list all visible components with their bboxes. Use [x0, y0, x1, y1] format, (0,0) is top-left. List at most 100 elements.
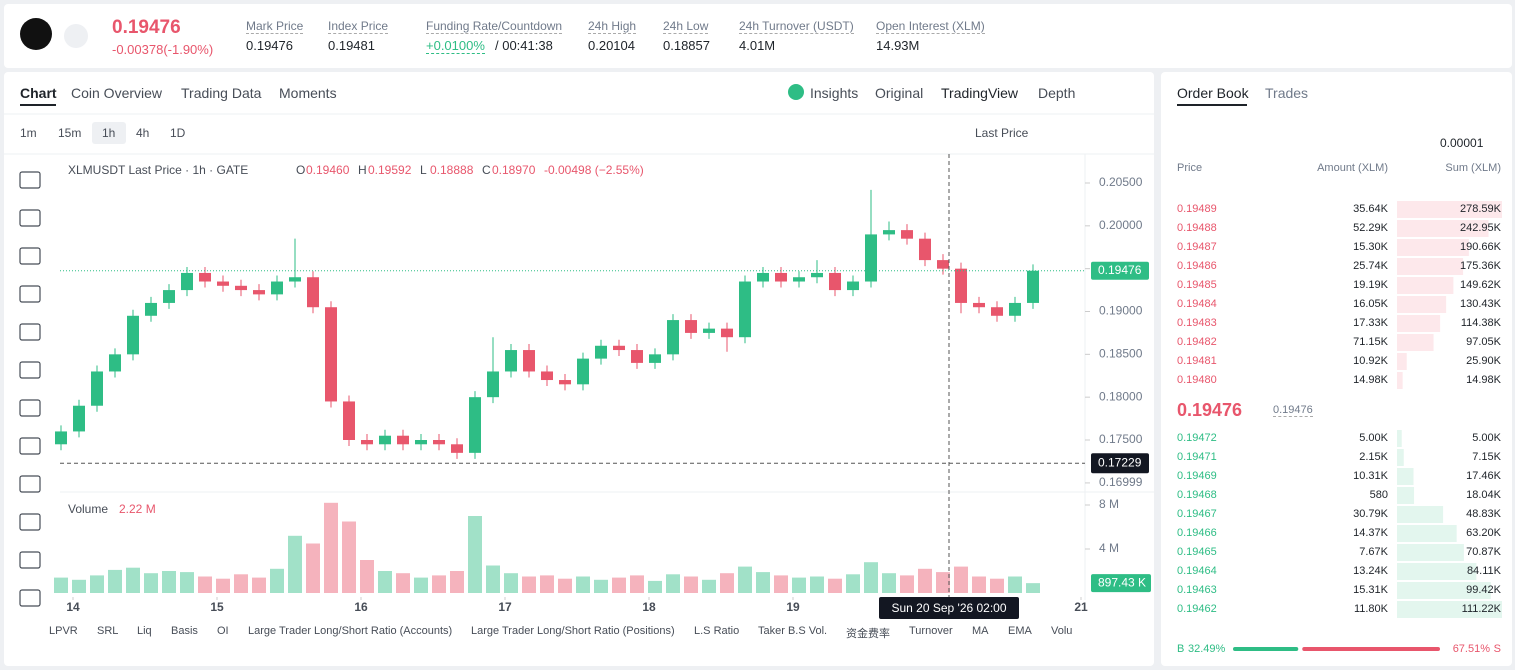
volume-bar: [882, 573, 896, 593]
candle-body: [523, 350, 535, 372]
ob-sum: 70.87K: [1466, 546, 1501, 558]
buy-bar: [1233, 647, 1299, 651]
indicator[interactable]: Taker B.S Vol.: [758, 625, 828, 637]
candle-body: [883, 230, 895, 235]
ohlc-value: -0.00498 (−2.55%): [544, 163, 644, 177]
candle-body: [721, 328, 733, 338]
volume-bar: [756, 572, 770, 593]
candle-body: [109, 354, 121, 372]
indicator[interactable]: EMA: [1008, 625, 1032, 637]
volume-bar: [90, 575, 104, 593]
ob-tab[interactable]: Trades: [1265, 85, 1309, 101]
volume-bar: [234, 574, 248, 593]
volume-bar: [126, 567, 140, 593]
volume-bar: [306, 543, 320, 593]
coin-icon: [20, 18, 52, 50]
view-tab[interactable]: Depth: [1038, 85, 1076, 101]
ob-price: 0.19481: [1177, 355, 1217, 367]
stat-label: 24h Low: [663, 19, 709, 34]
indicator[interactable]: MA: [972, 625, 989, 637]
indicator[interactable]: L.S Ratio: [694, 625, 740, 637]
ohlc-key: O: [296, 163, 305, 177]
indicator[interactable]: LPVR: [49, 625, 78, 637]
chart-tab[interactable]: Coin Overview: [71, 85, 163, 101]
ob-amount: 5.00K: [1359, 432, 1388, 444]
candle-body: [775, 272, 787, 282]
volume-bar: [414, 577, 428, 593]
indicator[interactable]: Liq: [137, 625, 152, 637]
candle-body: [487, 371, 499, 398]
volume-bar: [486, 565, 500, 593]
chart-tab[interactable]: Trading Data: [181, 85, 262, 101]
precision[interactable]: 0.00001: [1440, 136, 1484, 150]
view-tab[interactable]: Insights: [810, 85, 859, 101]
indicator[interactable]: Large Trader Long/Short Ratio (Positions…: [471, 625, 675, 637]
ob-sum: 130.43K: [1460, 298, 1501, 310]
interval[interactable]: 15m: [58, 126, 82, 140]
indicator[interactable]: Turnover: [909, 625, 953, 637]
ob-sum: 111.22K: [1461, 603, 1501, 615]
depth-bar: [1397, 353, 1407, 370]
candle-body: [811, 272, 823, 278]
ob-tab[interactable]: Order Book: [1177, 85, 1249, 101]
volume-bar: [72, 579, 86, 593]
volume-bar: [180, 572, 194, 593]
interval[interactable]: 1h: [102, 126, 116, 140]
indicator[interactable]: Large Trader Long/Short Ratio (Accounts): [248, 625, 453, 637]
volume-bar: [720, 573, 734, 593]
candle-body: [901, 230, 913, 239]
candle-body: [253, 290, 265, 295]
tool-icon: [19, 551, 41, 569]
indicator[interactable]: Volu: [1051, 625, 1073, 637]
indicator[interactable]: SRL: [97, 625, 119, 637]
ob-price: 0.19466: [1177, 527, 1217, 539]
candle-body: [865, 234, 877, 282]
ob-sum: 99.42K: [1466, 584, 1501, 596]
ob-price: 0.19469: [1177, 470, 1217, 482]
candle-body: [379, 435, 391, 445]
favorite[interactable]: [64, 24, 88, 48]
view-tab[interactable]: TradingView: [941, 85, 1019, 101]
indicator[interactable]: 资金费率: [846, 628, 890, 640]
stat-label: Index Price: [328, 19, 389, 34]
candle-body: [793, 277, 805, 282]
volume-bar: [162, 571, 176, 593]
interval[interactable]: 1D: [170, 126, 186, 140]
volume-bar: [396, 573, 410, 593]
mid-mark: 0.19476: [1273, 404, 1313, 417]
stat-value: 0.18857: [663, 38, 710, 53]
ob-sum: 25.90K: [1466, 355, 1501, 367]
candle-body: [343, 401, 355, 440]
ob-price: 0.19480: [1177, 374, 1217, 386]
volume-bar: [648, 580, 662, 593]
chart-tab[interactable]: Moments: [279, 85, 337, 101]
crosshair-x-label: Sun 20 Sep '26 02:00: [891, 601, 1006, 615]
interval[interactable]: 4h: [136, 126, 150, 140]
depth-bar: [1397, 372, 1403, 389]
indicator[interactable]: OI: [217, 625, 229, 637]
candle-body: [829, 272, 841, 291]
ob-sum: 84.11K: [1466, 565, 1501, 577]
ob-sum: 175.36K: [1460, 260, 1501, 272]
indicator[interactable]: Basis: [171, 625, 198, 637]
view-tab[interactable]: Original: [875, 85, 924, 101]
candle-body: [919, 238, 931, 261]
crosshair-y-label: 0.17229: [1098, 455, 1142, 469]
ob-amount: 15.30K: [1353, 241, 1388, 253]
volume-bar: [378, 571, 392, 593]
ob-amount: 19.19K: [1353, 279, 1388, 291]
chart-tab[interactable]: Chart: [20, 85, 57, 101]
candle-body: [271, 281, 283, 295]
depth-bar: [1397, 334, 1434, 351]
ob-price: 0.19467: [1177, 508, 1217, 520]
volume-bar: [684, 576, 698, 593]
tool-icon: [19, 285, 41, 303]
price-source[interactable]: Last Price: [975, 126, 1029, 140]
volume-bar: [342, 521, 356, 593]
interval[interactable]: 1m: [20, 126, 37, 140]
candle-body: [289, 277, 301, 282]
stat-value: 0.19476: [246, 38, 293, 53]
ob-amount: 14.98K: [1353, 374, 1388, 386]
